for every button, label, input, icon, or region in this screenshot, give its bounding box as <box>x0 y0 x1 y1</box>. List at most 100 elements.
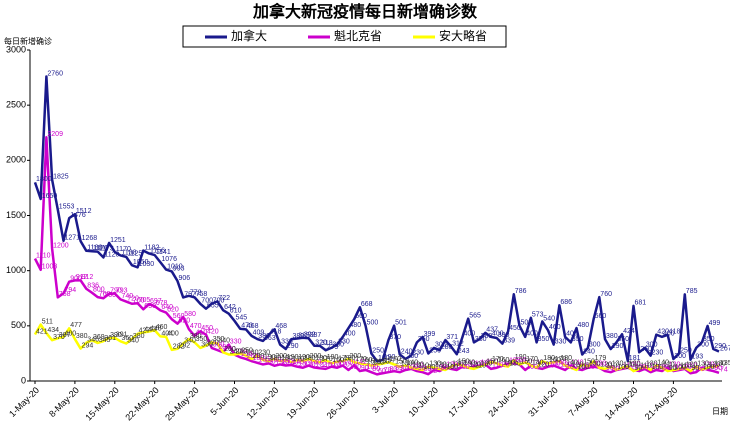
data-label: 80 <box>697 366 705 373</box>
data-label: 160 <box>549 357 561 364</box>
data-label: 1030 <box>139 261 155 268</box>
data-label: 300 <box>332 342 344 349</box>
data-label: 360 <box>122 335 134 342</box>
data-label: 757 <box>184 291 196 298</box>
data-label: 722 <box>218 295 230 302</box>
data-label: 160 <box>332 357 344 364</box>
data-label: 200 <box>407 353 419 360</box>
data-label: 1125 <box>127 251 142 258</box>
x-tick-label: 19-Jun-20 <box>285 385 321 421</box>
data-label: 90 <box>663 365 671 372</box>
data-label: 90 <box>674 365 682 372</box>
data-label: 392 <box>304 332 316 339</box>
data-label: 339 <box>503 337 515 344</box>
data-label: 520 <box>179 317 191 324</box>
data-label: 200 <box>253 353 265 360</box>
data-label: 160 <box>515 357 527 364</box>
data-label: 350 <box>617 336 629 343</box>
data-label: 418 <box>270 329 282 336</box>
data-label: 130 <box>714 361 726 368</box>
data-label: 140 <box>555 359 567 366</box>
data-label: 668 <box>361 301 373 308</box>
data-label: 380 <box>481 333 493 340</box>
data-label: 785 <box>686 288 698 295</box>
data-label: 100 <box>435 364 447 371</box>
x-tick-label: 8-May-20 <box>47 385 81 419</box>
data-label: 110 <box>543 363 554 370</box>
data-label: 140 <box>503 359 515 366</box>
data-label: 700 <box>213 298 225 305</box>
data-label: 90 <box>418 365 426 372</box>
data-label: 230 <box>258 349 270 356</box>
data-label: 74 <box>720 367 728 374</box>
data-label: 100 <box>578 364 590 371</box>
data-label: 110 <box>623 363 634 370</box>
data-label: 300 <box>201 342 213 349</box>
data-label: 175 <box>338 356 350 363</box>
data-label: 170 <box>355 356 367 363</box>
legend-label: 魁北克省 <box>334 28 382 43</box>
data-label: 110 <box>640 363 651 370</box>
data-label: 460 <box>156 324 168 331</box>
data-label: 300 <box>213 342 225 349</box>
data-label: 912 <box>76 274 88 281</box>
data-label: 130 <box>481 361 493 368</box>
data-label: 1825 <box>53 173 69 180</box>
data-label: 387 <box>59 332 71 339</box>
data-label: 420 <box>207 329 219 336</box>
data-label: 120 <box>412 362 424 369</box>
data-label: 240 <box>236 348 248 355</box>
data-label: 350 <box>538 336 550 343</box>
data-label: 100 <box>458 364 470 371</box>
y-tick-label: 500 <box>11 320 26 330</box>
x-tick-label: 21-Aug-20 <box>643 385 680 422</box>
data-label: 110 <box>680 363 691 370</box>
data-label: 102 <box>709 364 721 371</box>
data-label: 1138 <box>122 249 137 256</box>
data-label: 292 <box>179 343 191 350</box>
data-label: 130 <box>589 361 601 368</box>
data-label: 110 <box>412 363 423 370</box>
data-label: 390 <box>110 332 122 339</box>
data-label: 300 <box>646 342 658 349</box>
data-label: 70 <box>384 367 392 374</box>
data-label: 62 <box>429 368 437 375</box>
data-label: 330 <box>230 338 242 345</box>
data-label: 180 <box>281 355 293 362</box>
data-label: 350 <box>572 336 584 343</box>
data-label: 130 <box>595 361 607 368</box>
data-label: 346 <box>87 337 99 344</box>
data-label: 100 <box>635 364 647 371</box>
data-label: 642 <box>224 304 236 311</box>
data-label: 282 <box>173 344 185 351</box>
x-tick-label: 17-Jul-20 <box>446 385 480 419</box>
data-label: 400 <box>464 331 476 338</box>
data-label: 150 <box>486 358 498 365</box>
data-label: 418 <box>669 329 681 336</box>
data-label: 110 <box>327 363 338 370</box>
data-label: 239 <box>236 348 248 355</box>
data-label: 120 <box>498 362 510 369</box>
data-label: 1110 <box>36 252 51 259</box>
x-tick-label: 15-May-20 <box>83 385 120 422</box>
data-label: 140 <box>481 359 493 366</box>
data-label: 240 <box>230 348 242 355</box>
data-label: 110 <box>646 363 657 370</box>
data-label: 140 <box>566 359 578 366</box>
data-label: 434 <box>47 327 59 334</box>
data-label: 90 <box>714 365 722 372</box>
data-label: 300 <box>435 342 447 349</box>
data-label: 120 <box>560 362 572 369</box>
data-label: 240 <box>401 348 413 355</box>
data-label: 130 <box>646 361 658 368</box>
data-label: 758 <box>59 291 71 298</box>
data-label: 250 <box>372 347 384 354</box>
data-label: 1120 <box>104 251 119 258</box>
data-label: 1180 <box>87 245 102 252</box>
data-label: 772 <box>190 290 202 297</box>
series-line <box>33 75 720 363</box>
data-label: 1173 <box>99 245 114 252</box>
data-label: 90 <box>635 365 643 372</box>
data-label: 705 <box>139 297 151 304</box>
data-label: 400 <box>663 331 675 338</box>
